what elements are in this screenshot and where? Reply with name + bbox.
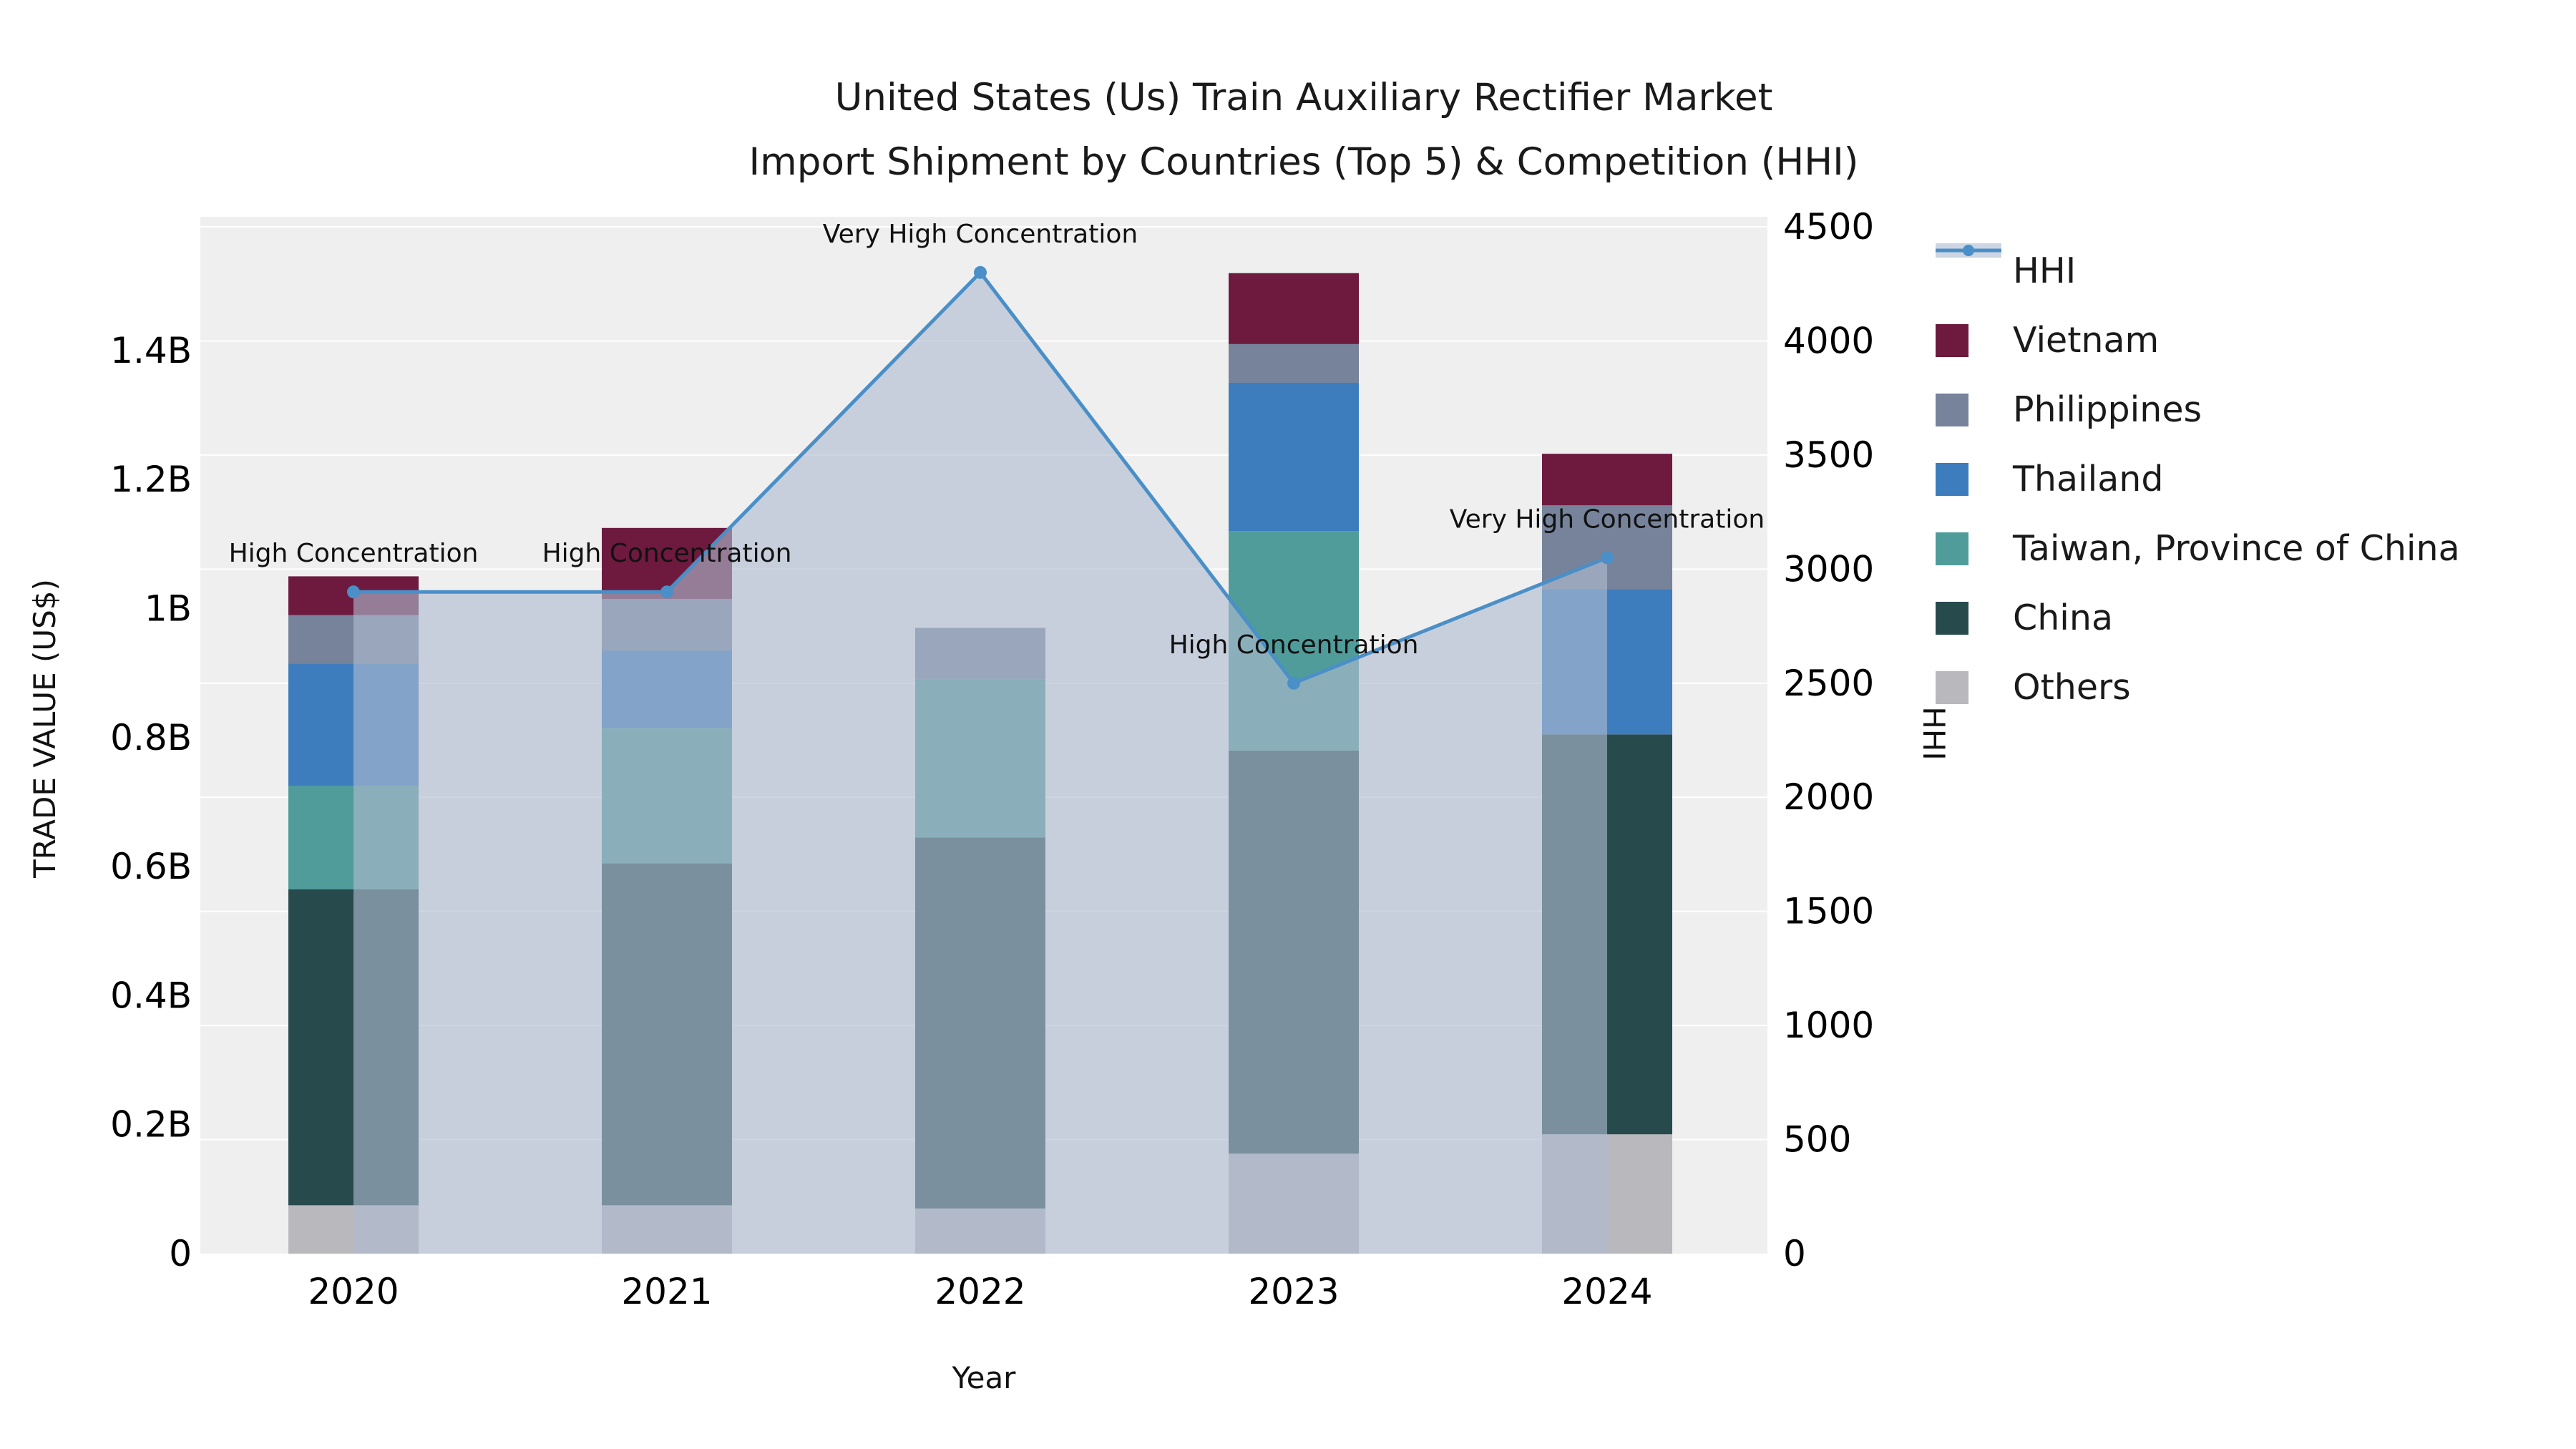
y-right-tick-1500: 1500 [1783, 891, 1874, 932]
chart-title-line2: Import Shipment by Countries (Top 5) & C… [748, 140, 1859, 184]
x-tick-2024: 2024 [1561, 1271, 1652, 1312]
y-right-tick-2000: 2000 [1783, 776, 1874, 818]
legend-label: Others [2013, 667, 2131, 708]
annotation-2020: High Concentration [229, 539, 479, 568]
chart-title: United States (Us) Train Auxiliary Recti… [749, 66, 1859, 195]
bar-segment-vietnam-2023 [1229, 273, 1359, 344]
hhi-marker-2021 [660, 585, 673, 599]
legend-label: Taiwan, Province of China [2013, 528, 2460, 569]
x-tick-2021: 2021 [621, 1271, 712, 1312]
x-tick-2022: 2022 [935, 1271, 1025, 1312]
y-left-axis-label: TRADE VALUE (US$) [27, 579, 62, 879]
hhi-marker-2024 [1601, 551, 1614, 565]
y-right-tick-3000: 3000 [1783, 548, 1874, 590]
y-left-tick-0.2B: 0.2B [110, 1104, 192, 1146]
y-left-tick-1B: 1B [145, 588, 192, 630]
y-left-tick-0.6B: 0.6B [110, 846, 192, 887]
y-right-tick-0: 0 [1783, 1233, 1806, 1274]
color-swatch [1936, 393, 2013, 426]
bar-segment-philippines-2023 [1229, 343, 1359, 383]
color-swatch [1936, 323, 2013, 357]
chart-title-line1: United States (Us) Train Auxiliary Recti… [834, 76, 1773, 119]
annotation-2021: High Concentration [542, 539, 792, 568]
legend-item-philippines: Philippines [1936, 375, 2460, 444]
y-left-tick-0.4B: 0.4B [110, 975, 192, 1016]
chart-layer: High Concentration High Concentration Very… [110, 206, 1874, 1312]
hhi-area [353, 272, 1607, 1254]
bar-segment-vietnam-2024 [1542, 454, 1672, 506]
legend-label: Thailand [2013, 459, 2164, 499]
annotation-2024: Very High Concentration [1450, 504, 1765, 534]
bar-segment-thailand-2023 [1229, 382, 1359, 532]
color-swatch-box [1936, 393, 1968, 426]
y-right-axis-label: HHI [1916, 706, 1951, 761]
color-swatch [1936, 670, 2013, 704]
legend-label: HHI [2013, 250, 2077, 291]
y-left-tick-0: 0 [169, 1233, 192, 1274]
color-swatch-box [1936, 462, 1968, 496]
color-swatch-box [1936, 532, 1968, 565]
y-left-tick-0.8B: 0.8B [110, 717, 192, 758]
legend-item-hhi: HHI [1936, 236, 2460, 306]
legend-item-vietnam: Vietnam [1936, 306, 2460, 375]
hhi-marker-2020 [347, 585, 360, 599]
y-right-tick-2500: 2500 [1783, 663, 1874, 704]
annotation-2022: Very High Concentration [823, 220, 1138, 249]
y-right-tick-3500: 3500 [1783, 434, 1874, 476]
hhi-swatch-graphic [1936, 243, 2001, 258]
legend-label: Philippines [2013, 389, 2202, 430]
x-tick-2023: 2023 [1248, 1271, 1339, 1312]
legend-item-taiwan-province-of-china: Taiwan, Province of China [1936, 514, 2460, 583]
legend-item-others: Others [1936, 653, 2460, 722]
annotation-2023: High Concentration [1169, 630, 1419, 660]
hhi-marker-2023 [1287, 676, 1300, 690]
legend-label: China [2013, 597, 2113, 638]
y-right-tick-500: 500 [1783, 1119, 1851, 1161]
x-tick-2020: 2020 [308, 1271, 399, 1312]
hhi-marker-2022 [974, 265, 987, 279]
legend: HHI Vietnam Philippines Thailand Taiwan, Pro… [1936, 236, 2460, 722]
color-swatch [1936, 462, 2013, 496]
y-right-tick-1000: 1000 [1783, 1005, 1874, 1046]
legend-label: Vietnam [2013, 320, 2160, 361]
color-swatch [1936, 601, 2013, 635]
color-swatch [1936, 532, 2013, 565]
y-left-tick-1.4B: 1.4B [110, 330, 192, 371]
legend-item-china: China [1936, 583, 2460, 653]
color-swatch-box [1936, 323, 1968, 357]
legend-item-thailand: Thailand [1936, 444, 2460, 514]
y-right-tick-4500: 4500 [1783, 206, 1874, 248]
color-swatch-box [1936, 601, 1968, 635]
x-axis-label: Year [952, 1360, 1017, 1395]
y-left-tick-1.2B: 1.2B [110, 459, 192, 500]
color-swatch-box [1936, 670, 1968, 704]
y-right-tick-4000: 4000 [1783, 320, 1874, 361]
